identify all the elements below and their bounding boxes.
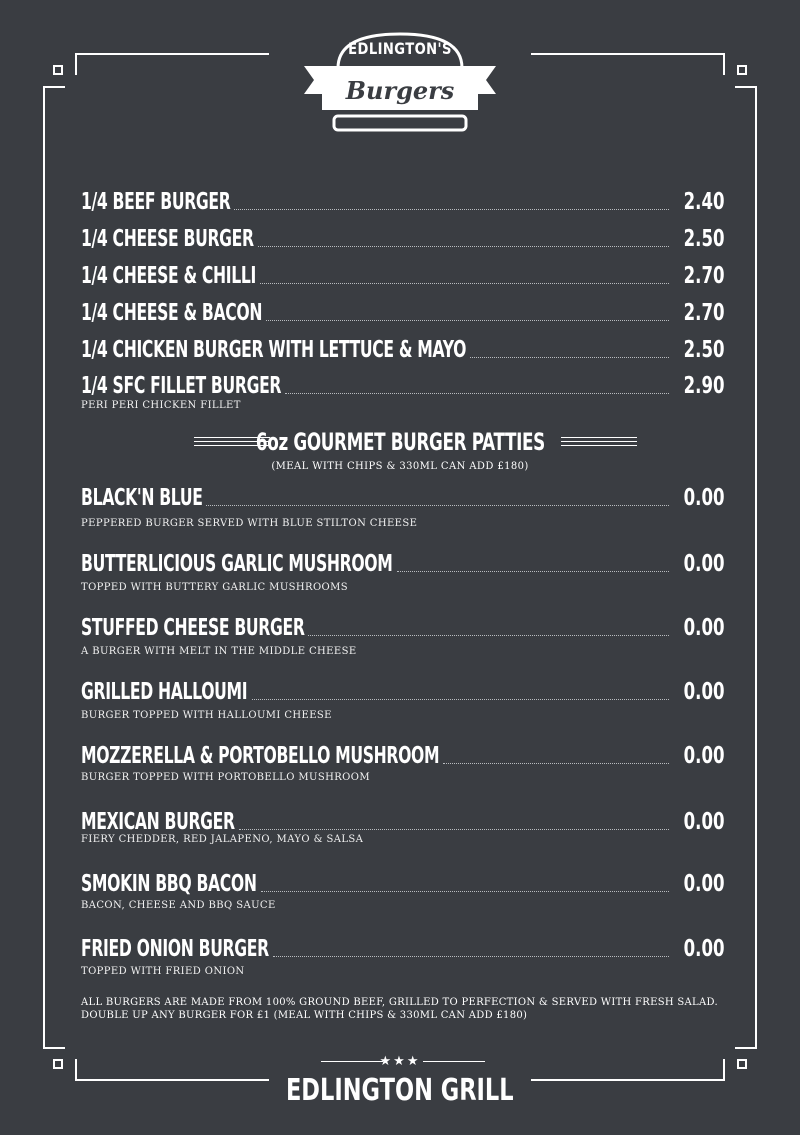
item-description: BURGER TOPPED WITH HALLOUMI CHEESE	[81, 710, 332, 721]
dot-leader	[234, 208, 669, 210]
item-price: 0.00	[683, 485, 725, 511]
menu-item: GRILLED HALLOUMI 0.00	[81, 675, 725, 705]
menu-item: FRIED ONION BURGER 0.00	[81, 932, 725, 962]
item-price: 0.00	[683, 615, 725, 641]
item-name: BLACK'N BLUE	[81, 485, 203, 511]
item-name: FRIED ONION BURGER	[81, 936, 269, 962]
item-price: 0.00	[683, 936, 725, 962]
burger-logo-graphic	[304, 32, 496, 132]
item-description: PERI PERI CHICKEN FILLET	[81, 400, 241, 411]
dot-leader	[273, 955, 669, 957]
dot-leader	[443, 762, 669, 764]
dot-leader	[266, 319, 669, 321]
item-name: 1/4 CHEESE & CHILLI	[81, 263, 257, 289]
logo-bottom-text: Burgers	[345, 76, 455, 105]
footer-stars-icon: ★★★	[379, 1053, 421, 1068]
logo-top-text: EDLINGTON'S	[348, 39, 452, 58]
item-price: 0.00	[683, 871, 725, 897]
dot-leader	[396, 570, 669, 572]
footer-line-left	[321, 1061, 383, 1062]
dot-leader	[285, 392, 669, 394]
menu-item: MEXICAN BURGER 0.00	[81, 805, 725, 835]
item-name: GRILLED HALLOUMI	[81, 679, 248, 705]
menu-item: MOZZERELLA & PORTOBELLO MUSHROOM 0.00	[81, 739, 725, 769]
item-description: BURGER TOPPED WITH PORTOBELLO MUSHROOM	[81, 772, 370, 783]
item-name: 1/4 CHEESE BURGER	[81, 226, 254, 252]
dot-leader	[470, 356, 669, 358]
dot-leader	[238, 828, 669, 830]
menu-item: 1/4 BEEF BURGER 2.40	[81, 185, 725, 215]
item-name: SMOKIN BBQ BACON	[81, 871, 257, 897]
item-description: BACON, CHEESE AND BBQ SAUCE	[81, 900, 276, 911]
item-description: FIERY CHEDDER, RED JALAPENO, MAYO & SALS…	[81, 834, 364, 845]
heading-ornament-right	[561, 437, 637, 446]
item-name: BUTTERLICIOUS GARLIC MUSHROOM	[81, 551, 393, 577]
menu-item: 1/4 CHICKEN BURGER WITH LETTUCE & MAYO 2…	[81, 333, 725, 363]
item-description: TOPPED WITH BUTTERY GARLIC MUSHROOMS	[81, 582, 349, 593]
item-price: 2.50	[683, 337, 725, 363]
item-price: 2.90	[683, 373, 725, 399]
item-price: 2.50	[683, 226, 725, 252]
restaurant-logo: EDLINGTON'S Burgers	[300, 24, 500, 136]
item-description: A BURGER WITH MELT IN THE MIDDLE CHEESE	[81, 646, 357, 657]
item-description: PEPPERED BURGER SERVED WITH BLUE STILTON…	[81, 518, 418, 529]
dot-leader	[260, 890, 669, 892]
item-name: 1/4 CHICKEN BURGER WITH LETTUCE & MAYO	[81, 337, 467, 363]
item-name: 1/4 CHEESE & BACON	[81, 300, 263, 326]
item-price: 0.00	[683, 679, 725, 705]
dot-leader	[206, 504, 669, 506]
dot-leader	[251, 698, 669, 700]
menu-item: 1/4 CHEESE & BACON 2.70	[81, 296, 725, 326]
section-title: 6oz GOURMET BURGER PATTIES	[255, 428, 545, 456]
menu-item: BUTTERLICIOUS GARLIC MUSHROOM 0.00	[81, 547, 725, 577]
menu-item: 1/4 CHEESE BURGER 2.50	[81, 222, 725, 252]
item-price: 0.00	[683, 743, 725, 769]
item-name: STUFFED CHEESE BURGER	[81, 615, 305, 641]
item-name: MOZZERELLA & PORTOBELLO MUSHROOM	[81, 743, 440, 769]
menu-item: 1/4 SFC FILLET BURGER 2.90	[81, 369, 725, 399]
item-description: TOPPED WITH FRIED ONION	[81, 966, 245, 977]
menu-item: STUFFED CHEESE BURGER 0.00	[81, 611, 725, 641]
menu-item: 1/4 CHEESE & CHILLI 2.70	[81, 259, 725, 289]
dot-leader	[308, 634, 669, 636]
footer-brand-name: EDLINGTON GRILL	[286, 1073, 514, 1108]
section-subtitle: (MEAL WITH CHIPS & 330ML CAN ADD £180)	[271, 461, 529, 472]
footer-line-right	[423, 1061, 485, 1062]
item-price: 0.00	[683, 551, 725, 577]
menu-item: BLACK'N BLUE 0.00	[81, 481, 725, 511]
item-name: 1/4 BEEF BURGER	[81, 189, 231, 215]
item-price: 2.70	[683, 300, 725, 326]
item-price: 2.70	[683, 263, 725, 289]
item-price: 0.00	[683, 809, 725, 835]
item-price: 2.40	[683, 189, 725, 215]
heading-ornament-left	[194, 437, 270, 446]
item-name: MEXICAN BURGER	[81, 809, 235, 835]
menu-item: SMOKIN BBQ BACON 0.00	[81, 867, 725, 897]
dot-leader	[260, 282, 669, 284]
dot-leader	[257, 245, 669, 247]
menu-footnote: ALL BURGERS ARE MADE FROM 100% GROUND BE…	[81, 997, 718, 1021]
item-name: 1/4 SFC FILLET BURGER	[81, 373, 282, 399]
